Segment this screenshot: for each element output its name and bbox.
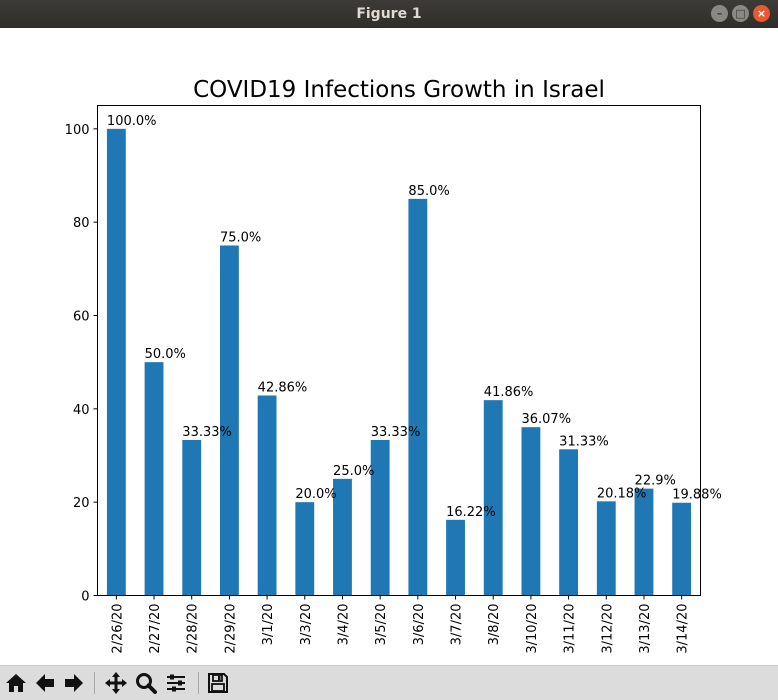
bar-value-label: 85.0% [408,184,449,199]
bar [144,362,164,596]
bar [219,245,239,596]
bar-value-label: 22.9% [635,474,676,489]
pan-icon[interactable] [103,670,129,696]
x-tick-label: 3/11/20 [563,604,578,654]
bar-value-label: 33.33% [371,425,421,440]
bar-value-label: 16.22% [446,505,496,520]
window-controls: – □ × [711,5,770,22]
bar-value-label: 20.18% [597,486,647,501]
bar-value-label: 50.0% [145,347,186,362]
bar [521,427,541,596]
x-tick-label: 3/6/20 [412,604,427,646]
bar-value-label: 33.33% [182,425,232,440]
bar [408,198,428,596]
chart-title: COVID19 Infections Growth in Israel [193,77,605,103]
zoom-icon[interactable] [133,670,159,696]
bar-value-label: 100.0% [107,114,157,129]
x-tick-label: 3/4/20 [336,604,351,646]
x-tick-label: 3/5/20 [374,604,389,646]
bar [483,400,503,596]
y-tick-label: 0 [81,590,89,605]
bar-value-label: 25.0% [333,464,374,479]
bar-value-label: 20.0% [295,487,336,502]
toolbar-separator [198,672,199,694]
bar [257,395,277,596]
close-icon[interactable]: × [753,5,770,22]
bar [370,439,390,596]
figure-canvas: COVID19 Infections Growth in Israel 100.… [0,28,778,665]
bar [634,488,654,596]
bar [596,501,616,596]
home-icon[interactable] [3,670,29,696]
window-titlebar: Figure 1 – □ × [0,0,778,28]
bar-value-label: 19.88% [672,488,722,503]
bar [295,502,315,596]
bar [672,502,692,596]
x-tick-label: 2/26/20 [110,604,125,654]
y-tick-label: 100 [65,123,90,138]
bar-value-label: 75.0% [220,231,261,246]
bar-value-label: 36.07% [521,412,571,427]
x-axis: 2/26/20 2/27/20 2/28/20 2/29/20 3/1/20 3/3/20… [110,595,691,654]
y-tick-label: 80 [73,216,90,231]
x-tick-label: 2/27/20 [148,604,163,654]
back-arrow-icon[interactable] [32,670,58,696]
bar [182,439,202,596]
save-icon[interactable] [205,670,231,696]
bar-value-label: 42.86% [258,380,308,395]
configure-subplots-icon[interactable] [163,670,189,696]
x-tick-label: 2/29/20 [223,604,238,654]
y-tick-label: 20 [73,496,90,511]
bar [333,478,352,596]
toolbar-separator [94,672,95,694]
x-tick-label: 3/13/20 [638,604,653,654]
bar-labels-group: 100.0% 50.0% 33.33% 75.0% 42.86% 20.0% 25.0% 33… [107,114,722,520]
x-tick-label: 3/8/20 [487,604,502,646]
x-tick-label: 3/12/20 [600,604,615,654]
bar-value-label: 41.86% [484,385,534,400]
x-tick-label: 2/28/20 [186,604,201,654]
forward-arrow-icon[interactable] [61,670,87,696]
bar [559,449,579,596]
x-tick-label: 3/10/20 [525,604,540,654]
minimize-icon[interactable]: – [711,5,728,22]
navigation-toolbar [0,665,778,700]
bar [106,128,126,596]
y-axis: 0 20 40 60 80 100 [65,123,98,605]
x-tick-label: 3/14/20 [676,604,691,654]
bar-value-label: 31.33% [559,434,609,449]
x-tick-label: 3/3/20 [299,604,314,646]
bars-group [106,128,692,596]
plot-frame [97,105,701,596]
x-tick-label: 3/7/20 [450,604,465,646]
x-tick-label: 3/1/20 [261,604,276,646]
bar [446,519,465,596]
y-tick-label: 40 [73,403,90,418]
y-tick-label: 60 [73,310,90,325]
bar-chart: COVID19 Infections Growth in Israel 100.… [65,77,722,654]
maximize-icon[interactable]: □ [732,5,749,22]
window-title: Figure 1 [356,6,422,22]
